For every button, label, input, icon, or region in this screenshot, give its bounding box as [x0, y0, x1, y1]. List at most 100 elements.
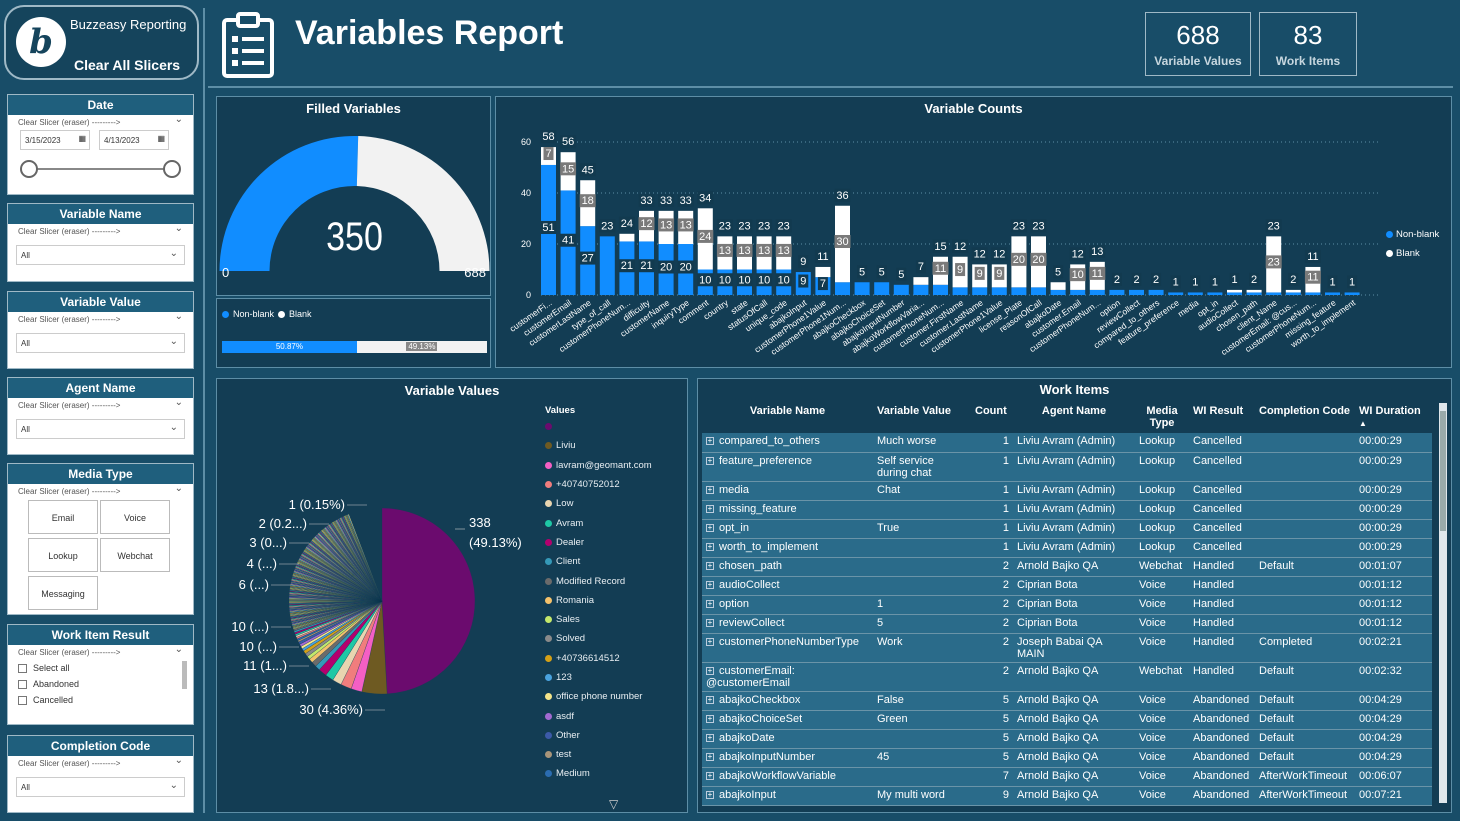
clear-slicer-button[interactable]: Clear Slicer (eraser) --------->: [8, 755, 193, 771]
expand-icon[interactable]: +: [706, 436, 714, 446]
pie-legend-item[interactable]: Modified Record: [545, 571, 685, 590]
bar-nonblank[interactable]: [1031, 287, 1046, 295]
column-header[interactable]: Variable Name: [749, 405, 826, 417]
bar-nonblank[interactable]: [1011, 287, 1027, 295]
media-type-lookup-button[interactable]: Lookup: [28, 538, 98, 572]
expand-icon[interactable]: +: [706, 694, 714, 704]
table-row[interactable]: + compared_to_others Much worse 1 Liviu Avra…: [702, 433, 1432, 453]
column-header[interactable]: Completion Code: [1259, 405, 1351, 417]
clear-slicer-button[interactable]: Clear Slicer (eraser) --------->: [8, 397, 193, 413]
bar-nonblank[interactable]: [1246, 292, 1262, 295]
bar-nonblank[interactable]: [1168, 292, 1184, 295]
media-type-voice-button[interactable]: Voice: [100, 500, 170, 534]
bar-nonblank[interactable]: [913, 284, 929, 295]
bar-blank[interactable]: [815, 266, 831, 278]
result-option-abandoned[interactable]: Abandoned: [8, 676, 193, 692]
bar-nonblank[interactable]: [972, 287, 988, 295]
table-row[interactable]: + abajkoChoiceSet Green 5 Arnold Bajko QA Voi…: [702, 710, 1432, 730]
bar-blank[interactable]: [913, 277, 929, 285]
bar-nonblank[interactable]: [854, 282, 870, 295]
expand-icon[interactable]: +: [706, 560, 714, 570]
bar-nonblank[interactable]: [1129, 289, 1144, 295]
bar-nonblank[interactable]: [952, 287, 968, 295]
column-header[interactable]: Variable Value: [877, 405, 951, 417]
table-row[interactable]: + customerEmail: @customerEmail 2 Arnold Ba…: [702, 662, 1432, 692]
bar-blank[interactable]: [619, 233, 635, 242]
table-row[interactable]: + media Chat 1 Liviu Avram (Admin) Lookup Canc…: [702, 481, 1432, 501]
legend-scroll-down-icon[interactable]: ▽: [609, 797, 619, 811]
bar-nonblank[interactable]: [1285, 292, 1301, 295]
table-row[interactable]: + abajkoDate 5 Arnold Bajko QA Voice Abandone…: [702, 729, 1432, 749]
date-range-start-handle[interactable]: [20, 160, 38, 178]
result-option-cancelled[interactable]: Cancelled: [8, 692, 193, 708]
date-range-end-handle[interactable]: [163, 160, 181, 178]
bar-nonblank[interactable]: [1089, 289, 1105, 295]
table-row[interactable]: + customerPhoneNumberType Work 2 Joseph Baba…: [702, 633, 1432, 663]
expand-icon[interactable]: +: [706, 770, 714, 780]
pie-legend-item[interactable]: Dealer: [545, 533, 685, 552]
bar-nonblank[interactable]: [1187, 292, 1203, 295]
column-header[interactable]: Count: [975, 405, 1007, 417]
column-header[interactable]: Media Type: [1146, 405, 1178, 429]
expand-icon[interactable]: +: [706, 789, 714, 799]
pie-slice[interactable]: [347, 513, 383, 602]
table-scroll-thumb[interactable]: [1440, 411, 1446, 531]
pie-slice[interactable]: [381, 507, 476, 695]
clear-slicer-button[interactable]: Clear Slicer (eraser) --------->: [8, 114, 193, 130]
bar-blank[interactable]: [1050, 282, 1066, 290]
table-row[interactable]: + abajkoCheckbox False 5 Arnold Bajko QA Voic…: [702, 691, 1432, 711]
expand-icon[interactable]: +: [706, 579, 714, 589]
bar-blank[interactable]: [1246, 289, 1262, 293]
pie-legend-item[interactable]: Client: [545, 552, 685, 571]
completion-code-dropdown[interactable]: All ⌄: [16, 777, 185, 797]
table-row[interactable]: + reviewCollect 5 2 Ciprian Bota Voice Handled…: [702, 614, 1432, 634]
expand-icon[interactable]: +: [706, 617, 714, 627]
bar-nonblank[interactable]: [1109, 289, 1125, 295]
bar-blank[interactable]: [1227, 289, 1242, 293]
clear-slicer-button[interactable]: Clear Slicer (eraser) --------->: [8, 483, 193, 499]
expand-icon[interactable]: +: [706, 522, 714, 532]
pie-legend-item[interactable]: asdf: [545, 706, 685, 725]
table-row[interactable]: + abajkoInputNumber 45 5 Arnold Bajko QA Voic…: [702, 748, 1432, 768]
table-row[interactable]: + chosen_path 2 Arnold Bajko QA Webchat Handl…: [702, 557, 1432, 577]
table-row[interactable]: + option 1 2 Ciprian Bota Voice Handled 00:01:1…: [702, 595, 1432, 615]
expand-icon[interactable]: +: [706, 503, 714, 513]
clear-all-slicers-button[interactable]: b Buzzeasy Reporting Clear All Slicers: [4, 5, 199, 80]
bar-nonblank[interactable]: [1148, 289, 1164, 295]
pie-legend-item[interactable]: Low: [545, 494, 685, 513]
checkbox[interactable]: [18, 695, 27, 705]
agent-name-dropdown[interactable]: All ⌄: [16, 419, 185, 439]
bar-nonblank[interactable]: [1207, 292, 1223, 295]
bar-nonblank[interactable]: [1344, 292, 1360, 295]
pie-legend-item[interactable]: lavram@geomant.com: [545, 456, 685, 475]
pie-legend-item[interactable]: Romania: [545, 591, 685, 610]
date-to-input[interactable]: 4/13/2023 ▦: [99, 130, 169, 150]
bar-nonblank[interactable]: [893, 284, 909, 295]
bar-nonblank[interactable]: [1070, 289, 1086, 295]
clear-slicer-button[interactable]: Clear Slicer (eraser) --------->: [8, 223, 193, 239]
pie-legend-item[interactable]: Solved: [545, 629, 685, 648]
table-row[interactable]: + audioCollect 2 Ciprian Bota Voice Handled 00…: [702, 576, 1432, 596]
expand-icon[interactable]: +: [706, 598, 714, 608]
table-row[interactable]: + feature_preference Self service during c…: [702, 452, 1432, 482]
clear-slicer-button[interactable]: Clear Slicer (eraser) --------->: [8, 311, 193, 327]
column-header[interactable]: WI Duration ▲: [1355, 401, 1432, 433]
column-header[interactable]: WI Result: [1193, 405, 1244, 417]
column-header[interactable]: Agent Name: [1041, 405, 1107, 417]
table-row[interactable]: + missing_feature 1 Liviu Avram (Admin) Look…: [702, 500, 1432, 520]
media-type-webchat-button[interactable]: Webchat: [100, 538, 170, 572]
pie-legend-item[interactable]: [545, 417, 685, 436]
bar-nonblank[interactable]: [874, 282, 890, 295]
expand-icon[interactable]: +: [706, 484, 714, 494]
checkbox[interactable]: [18, 663, 27, 673]
media-type-email-button[interactable]: Email: [28, 500, 98, 534]
table-row[interactable]: + abajkoInput My multi word 9 Arnold Bajko Q…: [702, 786, 1432, 806]
bar-blank[interactable]: [1285, 289, 1301, 293]
bar-nonblank[interactable]: [1227, 292, 1242, 295]
expand-icon[interactable]: +: [706, 665, 714, 675]
bar-nonblank[interactable]: [835, 282, 850, 295]
bar-nonblank[interactable]: [599, 236, 615, 295]
checkbox[interactable]: [18, 679, 27, 689]
pie-legend-item[interactable]: test: [545, 745, 685, 764]
pie-legend-item[interactable]: Medium: [545, 764, 685, 783]
